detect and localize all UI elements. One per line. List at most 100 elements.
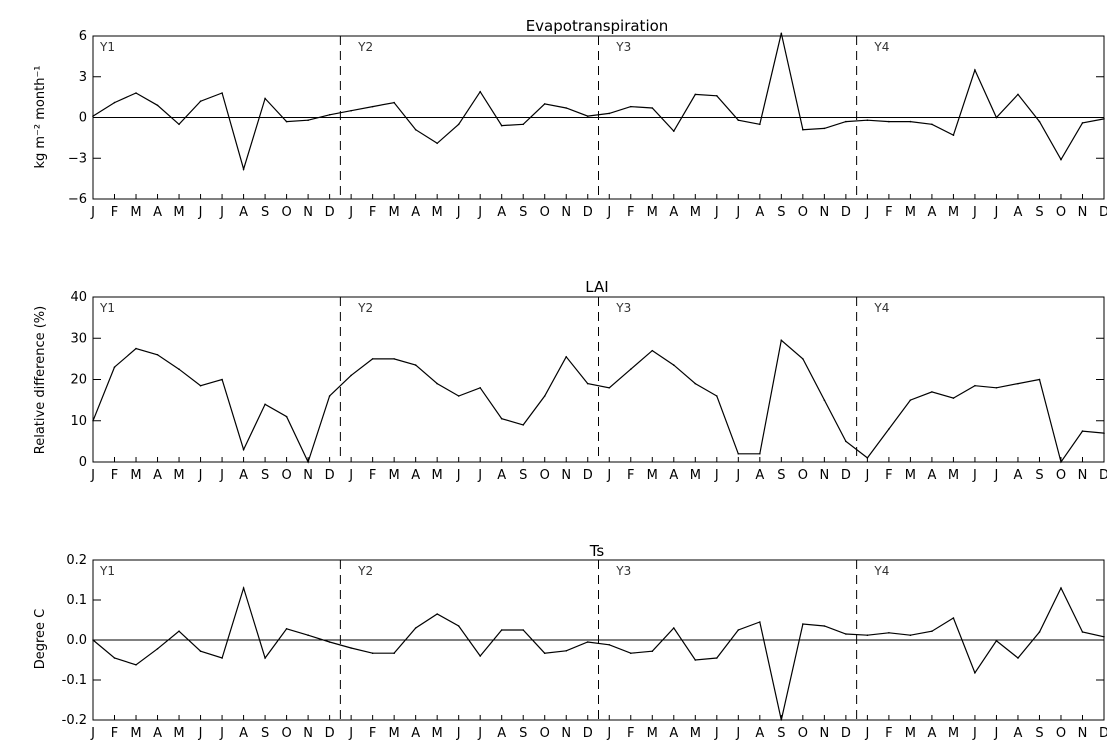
x-tick-label: F [627, 726, 634, 741]
data-point [371, 652, 374, 654]
x-tick-label: A [411, 726, 420, 741]
data-point [500, 629, 503, 631]
data-point [1060, 461, 1062, 463]
data-point [135, 92, 137, 94]
data-point [888, 428, 890, 430]
x-tick-label: J [735, 205, 740, 220]
data-point [737, 119, 740, 122]
data-point [888, 120, 890, 123]
x-tick-label: D [583, 205, 593, 220]
data-point [199, 384, 202, 387]
data-point [113, 101, 116, 104]
data-point [221, 657, 223, 659]
data-point [543, 103, 546, 105]
x-tick-label: D [1099, 468, 1107, 483]
x-tick-label: A [927, 205, 936, 220]
y-tick-label: 40 [70, 290, 87, 305]
year-label: Y1 [99, 564, 115, 578]
data-point [780, 32, 783, 35]
x-tick-label: M [690, 468, 701, 483]
x-tick-label: J [864, 468, 869, 483]
data-point [242, 448, 245, 451]
data-point [350, 374, 352, 377]
data-point [543, 652, 546, 654]
x-tick-label: O [1056, 205, 1066, 220]
data-point [285, 415, 288, 418]
x-tick-label: F [369, 468, 376, 483]
data-point [888, 632, 890, 634]
data-point [1017, 93, 1019, 96]
data-point [178, 368, 180, 370]
x-tick-label: A [497, 726, 506, 741]
x-tick-label: O [798, 205, 808, 220]
data-point [909, 120, 912, 123]
x-tick-label: D [841, 205, 851, 220]
x-tick-label: A [927, 726, 936, 741]
data-point [931, 123, 933, 126]
y-tick-label: −6 [68, 192, 87, 207]
x-tick-label: A [497, 468, 506, 483]
x-tick-label: F [111, 205, 118, 220]
data-point [737, 452, 740, 455]
y-tick-label: 6 [79, 29, 87, 44]
data-point [328, 395, 331, 397]
x-tick-label: J [219, 205, 224, 220]
data-point [156, 648, 159, 650]
x-tick-label: M [173, 468, 184, 483]
x-tick-label: D [1099, 726, 1107, 741]
data-point [522, 424, 525, 426]
data-point [221, 92, 223, 94]
x-tick-label: O [1056, 726, 1066, 741]
data-point [586, 382, 589, 385]
x-tick-label: M [948, 468, 959, 483]
data-point [436, 382, 438, 385]
x-tick-label: M [432, 726, 443, 741]
y-tick-label: 0.2 [66, 553, 87, 568]
x-tick-label: N [1078, 726, 1088, 741]
year-label: Y3 [615, 564, 631, 578]
x-tick-label: A [239, 468, 248, 483]
data-point [565, 650, 568, 652]
x-tick-label: M [690, 726, 701, 741]
data-point [500, 124, 503, 127]
x-tick-label: D [841, 726, 851, 741]
data-point [264, 97, 266, 100]
data-point [479, 655, 481, 657]
data-point [716, 94, 718, 97]
x-tick-label: J [219, 468, 224, 483]
data-point [522, 629, 525, 631]
data-point [759, 123, 761, 126]
data-point [952, 397, 955, 399]
data-point [1103, 432, 1105, 434]
data-point [371, 105, 374, 108]
data-point [608, 386, 611, 389]
year-label: Y4 [873, 564, 889, 578]
data-point [414, 364, 417, 366]
year-label: Y1 [99, 301, 115, 315]
x-tick-label: J [972, 468, 977, 483]
x-tick-label: F [111, 726, 118, 741]
x-tick-label: A [411, 468, 420, 483]
x-tick-label: M [948, 205, 959, 220]
data-point [285, 628, 288, 630]
data-point [178, 630, 180, 632]
data-point [995, 386, 998, 389]
x-tick-label: A [669, 726, 678, 741]
x-tick-label: A [927, 468, 936, 483]
data-point [995, 640, 998, 642]
data-point [242, 587, 245, 589]
data-point [371, 358, 374, 360]
data-point [629, 368, 632, 370]
data-point [199, 100, 202, 102]
x-tick-label: M [647, 468, 658, 483]
data-point [479, 90, 481, 93]
x-tick-label: J [864, 726, 869, 741]
x-tick-label: S [519, 205, 527, 220]
x-tick-label: O [281, 205, 291, 220]
x-tick-label: J [477, 205, 482, 220]
year-label: Y3 [615, 40, 631, 54]
x-tick-label: A [239, 726, 248, 741]
data-point [414, 128, 417, 131]
x-tick-label: J [606, 468, 611, 483]
data-point [242, 168, 245, 170]
